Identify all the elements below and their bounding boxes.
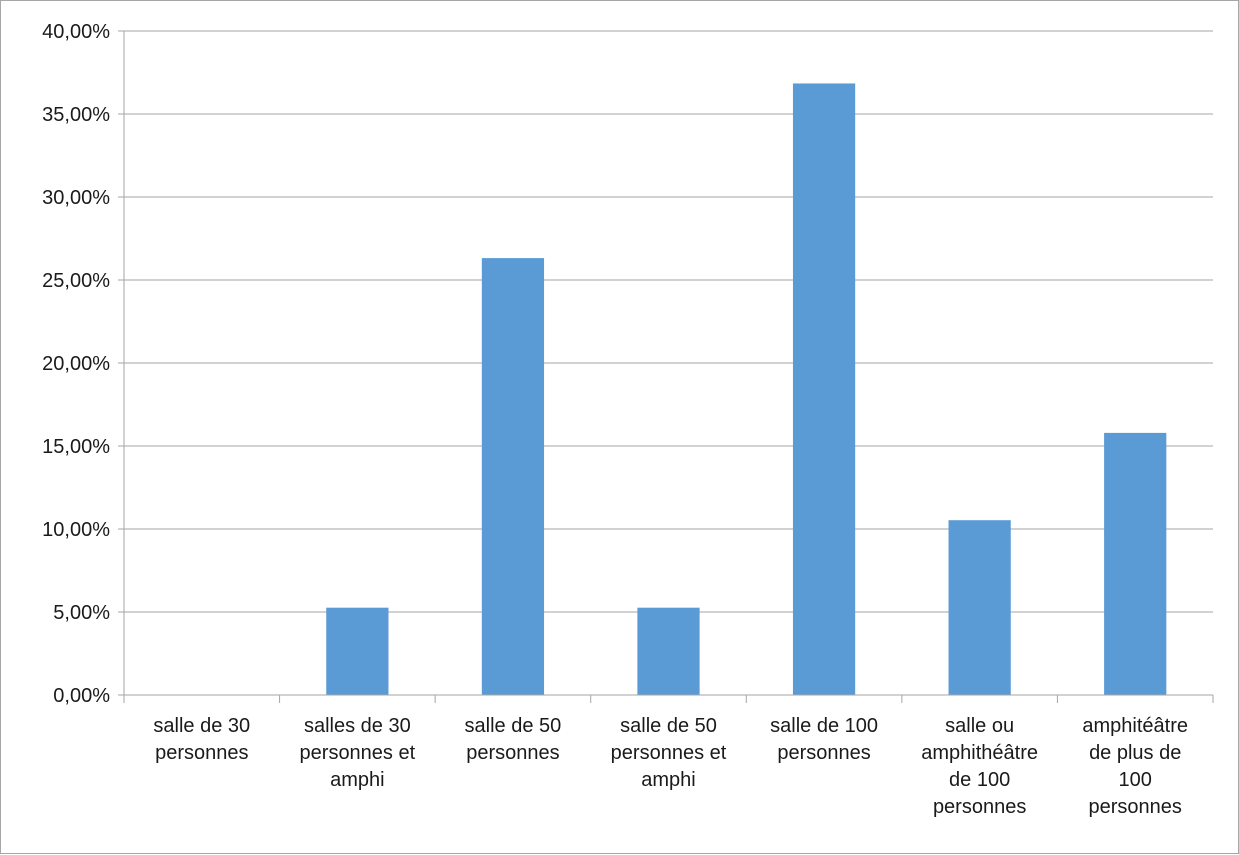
x-axis <box>123 31 1214 703</box>
x-category-label: salle de 50 personnes et amphi <box>611 715 727 791</box>
y-tick-label: 15,00% <box>42 436 110 458</box>
y-tick-label: 0,00% <box>53 685 110 707</box>
x-category-label: salles de 30 personnes et amphi <box>300 715 416 791</box>
bar <box>1104 432 1167 695</box>
bar <box>792 83 856 696</box>
y-tick-label: 10,00% <box>42 519 110 541</box>
bars <box>326 83 1167 696</box>
y-tick-label: 35,00% <box>42 104 110 126</box>
bar <box>481 258 545 695</box>
x-category-label: salle ou amphithéâtre de 100 personnes <box>921 715 1038 818</box>
bar <box>637 607 700 695</box>
x-category-label: salle de 100 personnes <box>770 715 878 764</box>
y-tick-label: 30,00% <box>42 187 110 209</box>
x-category-label: salle de 50 personnes <box>465 715 562 764</box>
y-tick-label: 40,00% <box>42 21 110 43</box>
x-category-label: amphitéâtre de plus de 100 personnes <box>1082 715 1188 818</box>
bar <box>948 520 1011 695</box>
x-category-label: salle de 30 personnes <box>153 715 250 764</box>
gridlines <box>118 30 1213 696</box>
y-tick-label: 25,00% <box>42 270 110 292</box>
x-axis-category-labels: salle de 30 personnes salles de 30 personne… <box>153 715 1188 818</box>
y-tick-label: 5,00% <box>53 602 110 624</box>
bar <box>326 607 389 695</box>
y-axis-tick-labels: 0,00% 5,00% 10,00% 15,00% 20,00% 25,00% 30,00%… <box>42 21 110 707</box>
y-tick-label: 20,00% <box>42 353 110 375</box>
